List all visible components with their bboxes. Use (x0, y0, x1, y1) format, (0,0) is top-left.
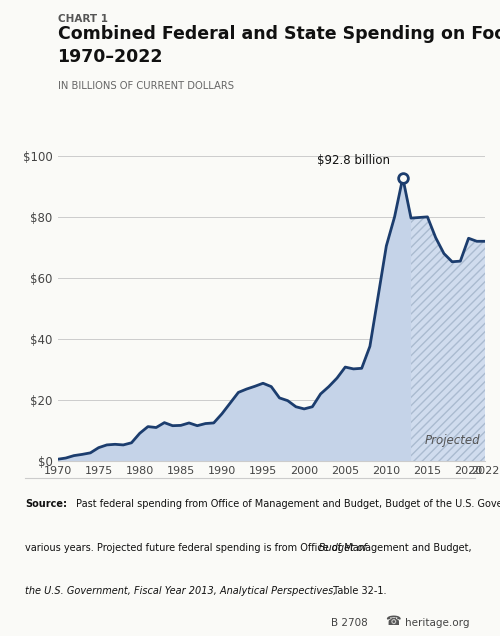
Text: IN BILLIONS OF CURRENT DOLLARS: IN BILLIONS OF CURRENT DOLLARS (58, 81, 234, 91)
Text: $92.8 billion: $92.8 billion (318, 154, 390, 167)
Text: the U.S. Government, Fiscal Year 2013, Analytical Perspectives,: the U.S. Government, Fiscal Year 2013, A… (25, 586, 336, 596)
Text: various years. Projected future federal spending is from Office of Management an: various years. Projected future federal … (25, 543, 471, 553)
Text: B 2708: B 2708 (331, 618, 368, 628)
Text: Projected: Projected (424, 434, 480, 447)
Text: Table 32-1.: Table 32-1. (330, 586, 386, 596)
Text: Budget of: Budget of (25, 543, 366, 553)
Text: CHART 1: CHART 1 (58, 14, 108, 24)
Text: Past federal spending from Office of Management and Budget, Budget of the U.S. G: Past federal spending from Office of Man… (76, 499, 500, 509)
Text: Source:: Source: (25, 499, 67, 509)
Text: ☎: ☎ (385, 615, 400, 628)
Text: Combined Federal and State Spending on Food Stamps,
1970–2022: Combined Federal and State Spending on F… (58, 25, 500, 66)
Text: heritage.org: heritage.org (406, 618, 470, 628)
